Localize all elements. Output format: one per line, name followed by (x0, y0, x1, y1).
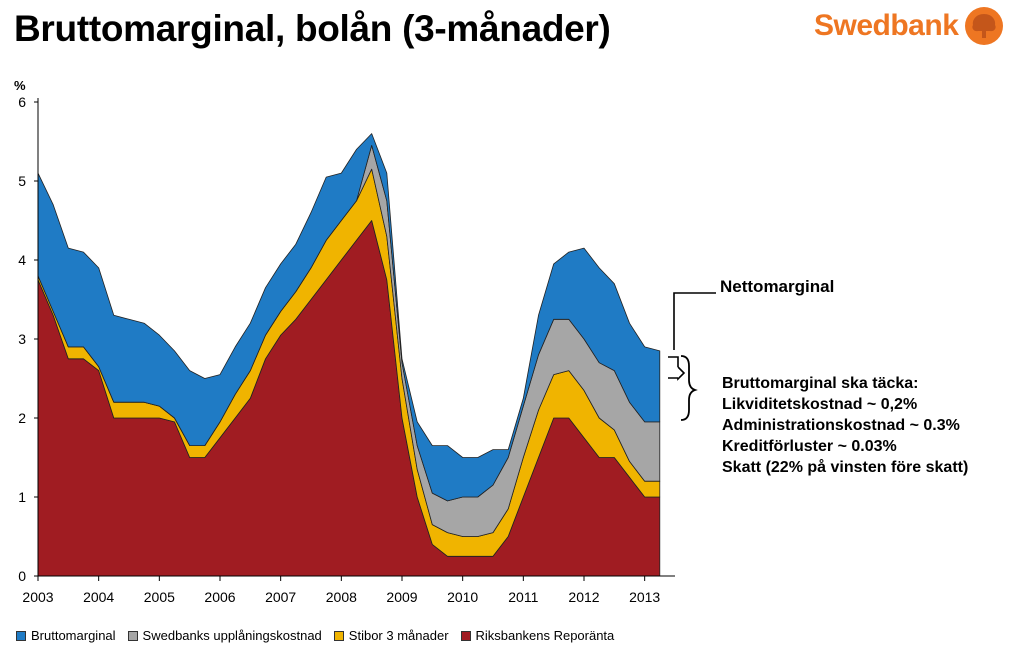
area-series-3 (37, 133, 661, 502)
gross-note-line: Likviditetskostnad ~ 0,2% (722, 396, 918, 413)
x-tick-label: 2008 (326, 589, 357, 605)
legend-item-stibor: Stibor 3 månader (333, 628, 449, 643)
chart-legend: Bruttomarginal Swedbanks upplåningskostn… (16, 628, 626, 643)
x-tick-label: 2013 (629, 589, 660, 605)
y-tick-label: 3 (18, 331, 26, 347)
legend-label: Riksbankens Reporänta (475, 628, 615, 643)
x-tick-label: 2005 (144, 589, 175, 605)
legend-swatch (16, 630, 26, 641)
margin-chart: 0 1 2 3 4 5 6% 2003 2004 2005 2006 2007 2008 2009 2010… (14, 78, 716, 605)
gross-margin-brace (680, 355, 698, 421)
legend-label: Stibor 3 månader (348, 628, 449, 643)
x-tick-label: 2009 (386, 589, 417, 605)
x-tick-label: 2003 (22, 589, 53, 605)
gross-note-line: Administrationskostnad ~ 0.3% (722, 417, 960, 434)
legend-item-repo: Riksbankens Reporänta (460, 628, 615, 643)
x-tick-label: 2006 (204, 589, 235, 605)
logo-text: Swedbank (814, 9, 959, 42)
legend-item-upplaning: Swedbanks upplåningskostnad (127, 628, 322, 643)
x-tick-label: 2007 (265, 589, 296, 605)
legend-label: Bruttomarginal (31, 628, 116, 643)
legend-swatch (333, 630, 344, 641)
y-axis-unit: % (14, 78, 26, 93)
gross-note-line: Skatt (22% på vinsten före skatt) (722, 459, 969, 476)
legend-label: Swedbanks upplåningskostnad (142, 628, 322, 643)
y-tick-label: 6 (18, 94, 26, 110)
oak-tree-icon (965, 7, 1004, 45)
net-margin-pointer (673, 292, 716, 350)
gross-note-line: Kreditförluster ~ 0.03% (722, 438, 897, 455)
swedbank-logo: Swedbank (814, 6, 1004, 46)
page-title: Bruttomarginal, bolån (3-månader) (14, 8, 611, 49)
gross-note-line: Bruttomarginal ska täcka: (722, 375, 919, 392)
y-tick-label: 0 (18, 568, 26, 584)
legend-swatch (127, 630, 138, 641)
y-tick-label: 2 (18, 410, 26, 426)
y-tick-label: 4 (18, 252, 26, 268)
x-tick-label: 2011 (508, 589, 538, 605)
gross-margin-note: Bruttomarginal ska täcka: Likviditetskos… (722, 373, 968, 478)
x-tick-label: 2010 (447, 589, 478, 605)
x-tick-label: 2004 (83, 589, 114, 605)
y-tick-label: 1 (18, 489, 26, 505)
y-tick-label: 5 (18, 173, 26, 189)
legend-item-bruttomarginal: Bruttomarginal (16, 628, 116, 643)
net-margin-label: Nettomarginal (720, 277, 835, 296)
net-margin-brace (668, 356, 686, 381)
legend-swatch (460, 630, 471, 641)
x-tick-label: 2012 (568, 589, 599, 605)
